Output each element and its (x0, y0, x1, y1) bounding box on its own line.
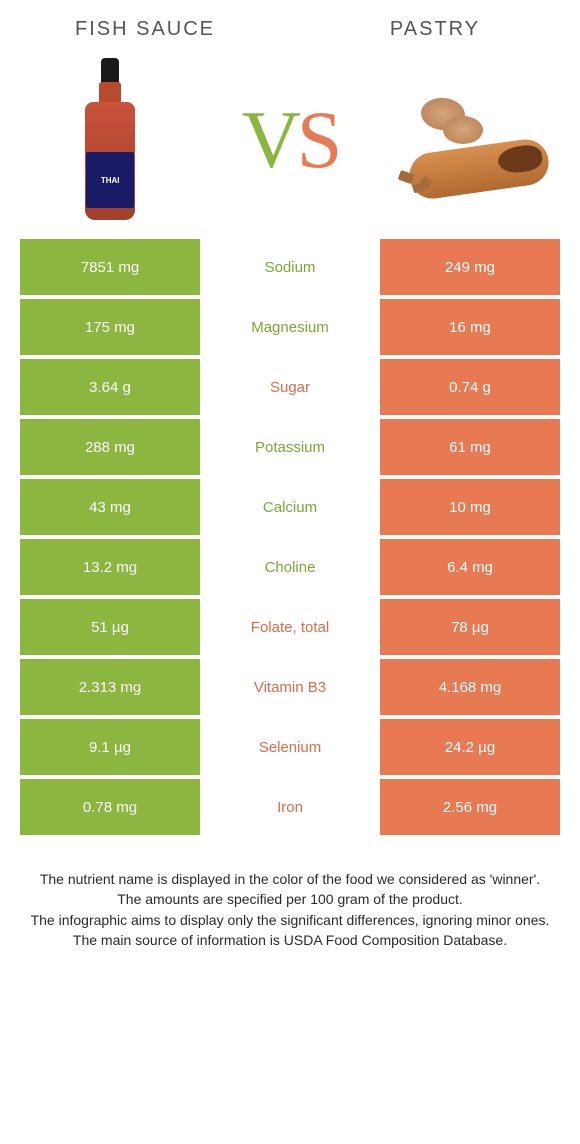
left-value-cell: 13.2 mg (20, 539, 200, 595)
right-value-cell: 24.2 µg (380, 719, 560, 775)
left-value-cell: 43 mg (20, 479, 200, 535)
vs-text: VS (242, 93, 339, 187)
bottle-label: THAI (86, 152, 134, 208)
nutrient-name-cell: Sodium (200, 239, 380, 295)
footer-line-2: The amounts are specified per 100 gram o… (22, 889, 558, 909)
right-value-cell: 2.56 mg (380, 779, 560, 835)
left-value-cell: 288 mg (20, 419, 200, 475)
table-row: 0.78 mgIron2.56 mg (20, 779, 560, 835)
right-food-title: Pastry (290, 18, 580, 41)
nutrient-name-cell: Selenium (200, 719, 380, 775)
left-food-title: Fish sauce (0, 18, 290, 41)
footer-line-1: The nutrient name is displayed in the co… (22, 869, 558, 889)
footer-line-3: The infographic aims to display only the… (22, 910, 558, 930)
left-value-cell: 2.313 mg (20, 659, 200, 715)
footer-line-4: The main source of information is USDA F… (22, 930, 558, 950)
pastry-icon (385, 70, 555, 210)
right-value-cell: 6.4 mg (380, 539, 560, 595)
left-value-cell: 175 mg (20, 299, 200, 355)
table-row: 13.2 mgCholine6.4 mg (20, 539, 560, 595)
table-row: 3.64 gSugar0.74 g (20, 359, 560, 415)
nutrient-name-cell: Choline (200, 539, 380, 595)
right-value-cell: 249 mg (380, 239, 560, 295)
table-row: 2.313 mgVitamin B34.168 mg (20, 659, 560, 715)
right-value-cell: 78 µg (380, 599, 560, 655)
nutrient-name-cell: Folate, total (200, 599, 380, 655)
right-value-cell: 0.74 g (380, 359, 560, 415)
right-value-cell: 61 mg (380, 419, 560, 475)
table-row: 7851 mgSodium249 mg (20, 239, 560, 295)
vs-v: V (242, 93, 297, 187)
nutrient-name-cell: Potassium (200, 419, 380, 475)
right-value-cell: 10 mg (380, 479, 560, 535)
nutrient-name-cell: Vitamin B3 (200, 659, 380, 715)
left-value-cell: 7851 mg (20, 239, 200, 295)
left-value-cell: 3.64 g (20, 359, 200, 415)
right-food-image (385, 55, 555, 225)
nutrient-table: 7851 mgSodium249 mg175 mgMagnesium16 mg3… (0, 239, 580, 835)
header-row: Fish sauce Pastry (0, 0, 580, 47)
left-value-cell: 51 µg (20, 599, 200, 655)
nutrient-name-cell: Sugar (200, 359, 380, 415)
footer-notes: The nutrient name is displayed in the co… (0, 839, 580, 950)
nutrient-name-cell: Magnesium (200, 299, 380, 355)
left-value-cell: 9.1 µg (20, 719, 200, 775)
table-row: 43 mgCalcium10 mg (20, 479, 560, 535)
right-value-cell: 4.168 mg (380, 659, 560, 715)
vs-s: S (297, 93, 339, 187)
right-value-cell: 16 mg (380, 299, 560, 355)
nutrient-name-cell: Iron (200, 779, 380, 835)
table-row: 288 mgPotassium61 mg (20, 419, 560, 475)
nutrient-name-cell: Calcium (200, 479, 380, 535)
images-row: THAI VS (0, 47, 580, 239)
table-row: 175 mgMagnesium16 mg (20, 299, 560, 355)
fish-sauce-bottle-icon: THAI (82, 58, 138, 222)
table-row: 9.1 µgSelenium24.2 µg (20, 719, 560, 775)
table-row: 51 µgFolate, total78 µg (20, 599, 560, 655)
left-value-cell: 0.78 mg (20, 779, 200, 835)
left-food-image: THAI (25, 55, 195, 225)
